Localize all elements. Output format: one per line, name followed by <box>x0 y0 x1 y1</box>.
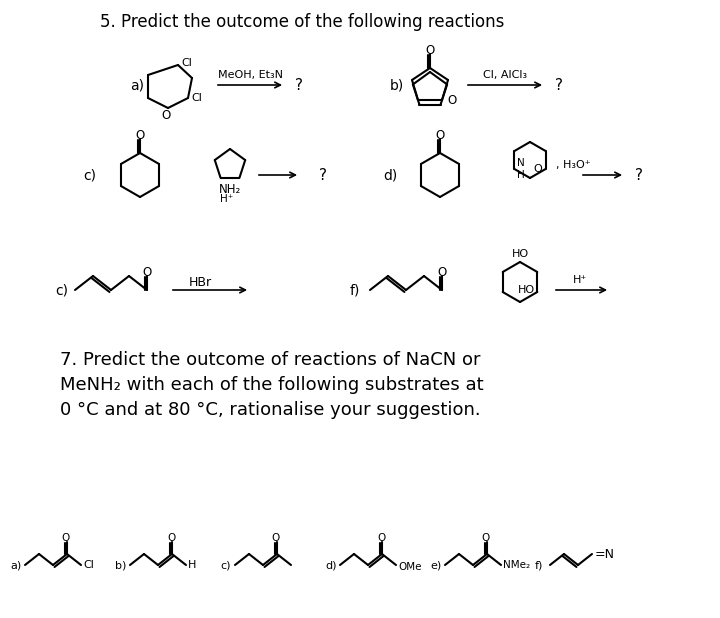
Text: H⁺: H⁺ <box>220 194 233 204</box>
Text: O: O <box>482 533 490 543</box>
Text: d): d) <box>383 168 397 182</box>
Text: O: O <box>135 129 145 142</box>
Text: NMe₂: NMe₂ <box>503 560 530 570</box>
Text: 7. Predict the outcome of reactions of NaCN or: 7. Predict the outcome of reactions of N… <box>60 351 480 369</box>
Text: HBr: HBr <box>189 276 212 289</box>
Text: O: O <box>426 43 435 56</box>
Text: ?: ? <box>555 77 563 93</box>
Text: f): f) <box>350 283 361 297</box>
Text: d): d) <box>325 560 336 570</box>
Text: O: O <box>167 533 175 543</box>
Text: HO: HO <box>518 285 536 295</box>
Text: H⁺: H⁺ <box>573 275 587 285</box>
Text: a): a) <box>130 78 144 92</box>
Text: e): e) <box>430 560 441 570</box>
Text: b): b) <box>115 560 127 570</box>
Text: MeNH₂ with each of the following substrates at: MeNH₂ with each of the following substra… <box>60 376 484 394</box>
Text: 0 °C and at 80 °C, rationalise your suggestion.: 0 °C and at 80 °C, rationalise your sugg… <box>60 401 481 419</box>
Text: Cl, AlCl₃: Cl, AlCl₃ <box>483 70 527 80</box>
Text: 5. Predict the outcome of the following reactions: 5. Predict the outcome of the following … <box>100 13 505 31</box>
Text: O: O <box>161 109 171 122</box>
Text: O: O <box>437 266 446 279</box>
Text: O: O <box>377 533 385 543</box>
Text: a): a) <box>10 560 22 570</box>
Text: ?: ? <box>295 77 303 93</box>
Text: O: O <box>447 93 456 106</box>
Text: OMe: OMe <box>398 562 421 572</box>
Text: O: O <box>62 533 70 543</box>
Text: O: O <box>143 266 152 279</box>
Text: N
H: N H <box>518 158 525 180</box>
Text: c): c) <box>55 283 68 297</box>
Text: O: O <box>436 129 445 142</box>
Text: Cl: Cl <box>181 58 192 68</box>
Text: NH₂: NH₂ <box>219 182 241 195</box>
Text: O: O <box>534 164 543 174</box>
Text: f): f) <box>535 560 544 570</box>
Text: c): c) <box>220 560 230 570</box>
Text: Cl: Cl <box>191 93 202 103</box>
Text: c): c) <box>83 168 96 182</box>
Text: H: H <box>188 560 197 570</box>
Text: Cl: Cl <box>83 560 94 570</box>
Text: O: O <box>272 533 280 543</box>
Text: =N: =N <box>595 548 615 561</box>
Text: HO: HO <box>511 249 528 259</box>
Text: b): b) <box>390 78 404 92</box>
Text: ?: ? <box>635 167 643 182</box>
Text: MeOH, Et₃N: MeOH, Et₃N <box>217 70 282 80</box>
Text: ?: ? <box>319 167 327 182</box>
Text: , H₃O⁺: , H₃O⁺ <box>556 160 590 170</box>
